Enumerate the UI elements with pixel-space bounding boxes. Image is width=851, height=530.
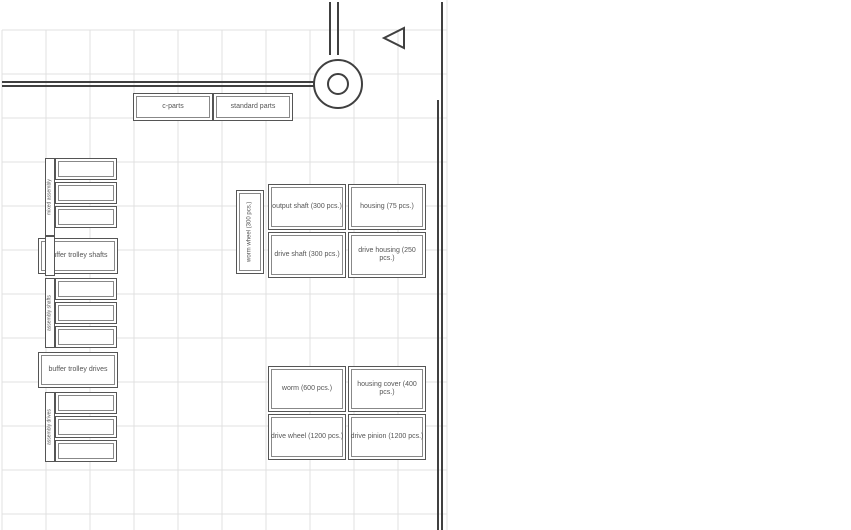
label-left_bot_b (55, 416, 117, 438)
label-left_bot_a (55, 392, 117, 414)
label-left_mid_a (55, 278, 117, 300)
box-c_parts: c-parts (133, 93, 213, 121)
box-buffer_drives: buffer trolley drives (38, 352, 118, 388)
label-worm_wheel: worm wheel (300 pcs.) (236, 190, 264, 274)
factory-layout-diagram: c-partsstandard parts mixed assembly buffe… (0, 0, 851, 530)
box-left_side_2: assembly shafts (45, 278, 55, 348)
label-left_side_2: assembly shafts (45, 278, 55, 348)
box-left_bot_a (55, 392, 117, 414)
label-left_side_1: mixed assembly (45, 158, 55, 236)
box-left_top_b (55, 182, 117, 204)
label-left_mid_b (55, 302, 117, 324)
label-left_side_3: assembly drives (45, 392, 55, 462)
label-standard_parts: standard parts (213, 93, 293, 121)
box-drive_shaft: drive shaft (300 pcs.) (268, 232, 346, 278)
box-housing: housing (75 pcs.) (348, 184, 426, 230)
label-buffer_shafts_b (45, 236, 55, 276)
label-drive_wheel: drive wheel (1200 pcs.) (268, 414, 346, 460)
box-left_top_a (55, 158, 117, 180)
box-drive_pinion: drive pinion (1200 pcs.) (348, 414, 426, 460)
label-drive_pinion: drive pinion (1200 pcs.) (348, 414, 426, 460)
box-drive_wheel: drive wheel (1200 pcs.) (268, 414, 346, 460)
label-housing: housing (75 pcs.) (348, 184, 426, 230)
label-worm: worm (600 pcs.) (268, 366, 346, 412)
box-left_mid_b (55, 302, 117, 324)
box-left_side_1: mixed assembly (45, 158, 55, 236)
box-drive_housing: drive housing (250 pcs.) (348, 232, 426, 278)
label-left_bot_c (55, 440, 117, 462)
box-left_side_3: assembly drives (45, 392, 55, 462)
label-left_top_b (55, 182, 117, 204)
label-left_top_a (55, 158, 117, 180)
box-standard_parts: standard parts (213, 93, 293, 121)
label-c_parts: c-parts (133, 93, 213, 121)
box-worm_wheel: worm wheel (300 pcs.) (236, 190, 264, 274)
label-housing_cover: housing cover (400 pcs.) (348, 366, 426, 412)
box-left_mid_c (55, 326, 117, 348)
box-left_bot_b (55, 416, 117, 438)
label-output_shaft: output shaft (300 pcs.) (268, 184, 346, 230)
label-buffer_drives: buffer trolley drives (38, 352, 118, 388)
box-left_mid_a (55, 278, 117, 300)
box-left_top_c (55, 206, 117, 228)
label-left_top_c (55, 206, 117, 228)
label-left_mid_c (55, 326, 117, 348)
box-output_shaft: output shaft (300 pcs.) (268, 184, 346, 230)
box-left_bot_c (55, 440, 117, 462)
box-housing_cover: housing cover (400 pcs.) (348, 366, 426, 412)
box-worm: worm (600 pcs.) (268, 366, 346, 412)
label-drive_housing: drive housing (250 pcs.) (348, 232, 426, 278)
box-buffer_shafts_b (45, 236, 55, 276)
label-drive_shaft: drive shaft (300 pcs.) (268, 232, 346, 278)
